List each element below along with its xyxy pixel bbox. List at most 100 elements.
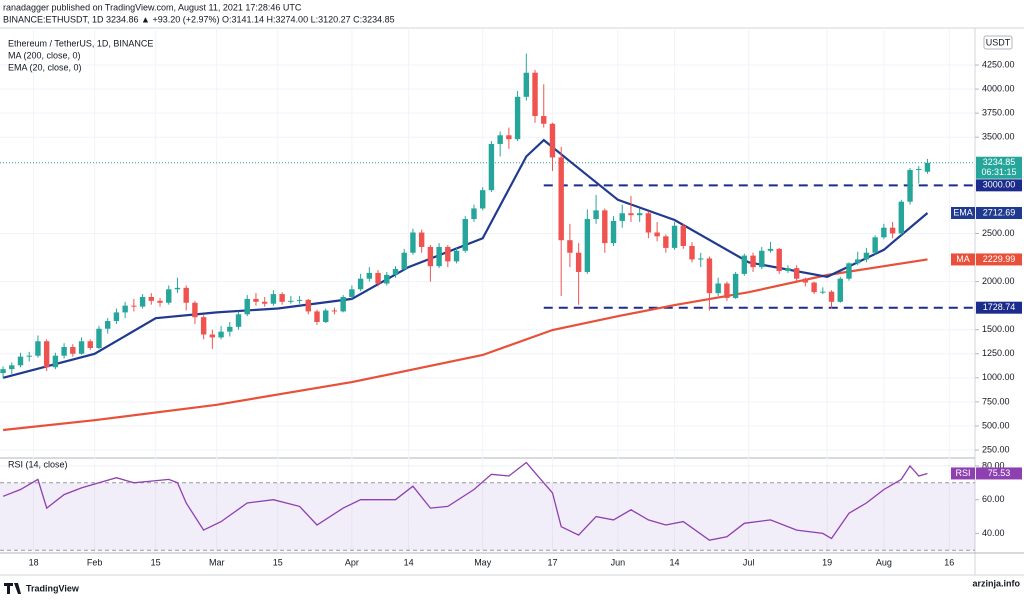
rsi-line: [2, 461, 928, 541]
candle-body: [471, 208, 477, 220]
candle-body: [480, 190, 486, 209]
candle-body: [610, 220, 617, 244]
x-tick-label: Jun: [611, 557, 626, 567]
candle-body: [741, 255, 748, 274]
candle-body: [820, 291, 826, 293]
candle-body: [52, 355, 59, 368]
candle-body: [227, 326, 233, 332]
candle-body: [706, 258, 713, 294]
countdown-label: 06:31:15: [981, 167, 1016, 177]
x-tick-label: May: [474, 557, 492, 567]
candle-body: [462, 219, 468, 251]
y-tick-label: 4250.00: [982, 59, 1015, 69]
rsi-value-label: 75.53: [988, 468, 1011, 478]
candle-body: [392, 269, 399, 275]
candle-body: [340, 296, 346, 312]
candle-body: [837, 278, 843, 302]
candle-body: [96, 328, 102, 348]
candle-body: [61, 347, 67, 356]
y-tick-label: 1500.00: [982, 324, 1015, 334]
candle-body: [436, 246, 442, 267]
candle-body: [872, 237, 878, 253]
x-tick-label: 19: [822, 557, 832, 567]
candle-body: [889, 227, 896, 234]
candle-body: [384, 274, 390, 284]
y-tick-label: 250.00: [982, 444, 1010, 454]
labels: 18 Feb 15 Mar 15 Apr 14 May 17 Jun 14 Jul 19 Aug 16 250…: [29, 59, 1022, 567]
candle-body: [244, 298, 250, 315]
unit-box: [983, 35, 1013, 50]
x-tick-label: 15: [151, 557, 161, 567]
rsi-value-tag: [976, 467, 1022, 480]
candle-body: [218, 331, 224, 338]
watermark: arzinja.info: [972, 578, 1020, 588]
legend-label: EMA: [953, 207, 973, 217]
candle-body: [331, 310, 338, 312]
series-value-label: 2229.99: [983, 254, 1016, 264]
rsi-name: RSI: [955, 468, 970, 478]
candle-body: [279, 294, 285, 302]
y-tick-label: 3500.00: [982, 132, 1015, 142]
candle-body: [523, 72, 530, 97]
candle-body: [584, 219, 591, 272]
candle-body: [209, 334, 216, 338]
candle-body: [802, 278, 809, 283]
candle-body: [270, 294, 277, 304]
candle-body: [811, 282, 817, 293]
candle-body: [881, 227, 887, 238]
candle-body: [183, 287, 189, 303]
indicator-label: EMA (20, close, 0): [8, 62, 82, 72]
y-tick-label: 1250.00: [982, 348, 1015, 358]
level-label: 3000.00: [983, 180, 1016, 190]
candle-body: [514, 96, 521, 140]
x-tick-label: Apr: [345, 557, 359, 567]
symbol-bar: BINANCE:ETHUSDT, 1D 3234.86 ▲ +93.20 (+2…: [3, 14, 395, 24]
candle-body: [793, 268, 800, 279]
candle-body: [671, 225, 678, 248]
y-tick-label: 2500.00: [982, 228, 1015, 238]
candle-body: [663, 236, 669, 248]
candle-body: [296, 299, 303, 301]
candle-body: [349, 289, 355, 297]
rsi-band: [0, 482, 975, 551]
x-tick-label: 14: [670, 557, 680, 567]
candle-body: [35, 341, 41, 356]
candle-body: [593, 210, 599, 220]
x-tick-label: 14: [404, 557, 414, 567]
candle-body: [314, 311, 320, 323]
candle-body: [767, 248, 774, 251]
series-value-label: 2712.69: [983, 207, 1016, 217]
candle-body: [532, 72, 538, 117]
candle-body: [654, 232, 660, 237]
candle-body: [645, 213, 652, 233]
y-tick-label: 4000.00: [982, 83, 1015, 93]
unit-label: USDT: [986, 37, 1011, 47]
candle-body: [863, 252, 870, 260]
candle-body: [698, 258, 704, 260]
level-tag: [976, 301, 1022, 314]
candle-body: [575, 252, 582, 272]
rsi-tick-label: 60.00: [982, 494, 1005, 504]
rsi-tick-label: 40.00: [982, 528, 1005, 538]
x-tick-label: Aug: [876, 557, 892, 567]
candle-body: [253, 298, 259, 302]
chart-title: Ethereum / TetherUS, 1D, BINANCE: [8, 38, 153, 48]
rsi-name-tag: [951, 467, 975, 480]
candle-body: [828, 291, 835, 302]
y-tick-label: 500.00: [982, 420, 1010, 430]
last-price-tag: [976, 156, 1022, 179]
candle-body: [323, 310, 329, 323]
publisher: ranadagger published on TradingView.com,…: [3, 2, 302, 12]
candle-body: [488, 143, 495, 191]
candle-body: [131, 305, 137, 307]
last-price-label: 3234.85: [983, 157, 1016, 167]
candle-body: [636, 213, 643, 216]
candle-body: [916, 168, 922, 170]
candle-body: [357, 278, 364, 290]
candle-body: [235, 314, 242, 327]
indicator-label: MA (200, close, 0): [8, 50, 81, 60]
x-tick-label: 18: [29, 557, 39, 567]
candle-body: [846, 263, 852, 279]
